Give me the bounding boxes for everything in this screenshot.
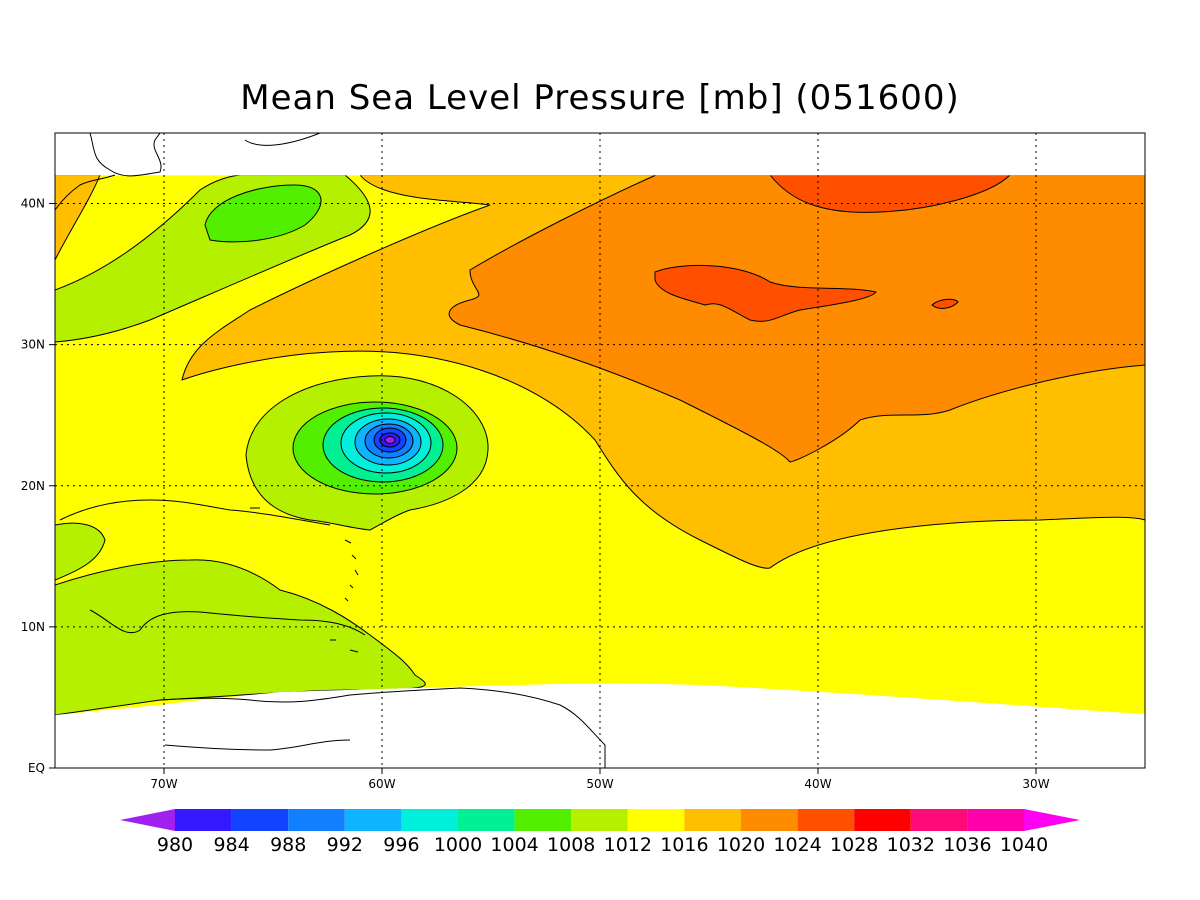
colorbar: 980 984 988 992 996 1000 1004 1008 1012 1016 1020 1… (120, 809, 1080, 856)
colorbar-swatch (458, 809, 515, 831)
lat-tick-label: EQ (28, 761, 45, 775)
field-1004-band-nw (204, 184, 322, 243)
contour-fill-layer (55, 133, 1145, 768)
map-title: Mean Sea Level Pressure [mb] (051600) (240, 78, 960, 118)
colorbar-swatch (571, 809, 628, 831)
islands (250, 507, 359, 653)
lat-tick-label: 10N (21, 620, 45, 634)
colorbar-swatch (231, 809, 289, 831)
coastlines (55, 133, 606, 768)
colorbar-label: 1004 (490, 834, 538, 856)
colorbar-swatch (401, 809, 458, 831)
lon-tick-label: 40W (804, 777, 831, 791)
colorbar-swatch (967, 809, 1024, 831)
lon-tick-label: 60W (368, 777, 395, 791)
colorbar-label: 1000 (434, 834, 482, 856)
colorbar-label: 996 (383, 834, 419, 856)
colorbar-swatch (344, 809, 402, 831)
lat-tick-label: 30N (21, 338, 45, 352)
nodata-region-south (55, 683, 1145, 768)
colorbar-label: 1028 (830, 834, 878, 856)
colorbar-swatch (910, 809, 968, 831)
hurricane-low (245, 375, 489, 531)
lon-tick-label: 50W (586, 777, 613, 791)
colorbar-swatch (288, 809, 345, 831)
colorbar-label: 1008 (547, 834, 595, 856)
colorbar-label: 1032 (887, 834, 935, 856)
field-1020-band (448, 174, 1145, 463)
colorbar-swatch (797, 809, 855, 831)
colorbar-label: 980 (157, 834, 193, 856)
field-1024-band-central (654, 264, 877, 322)
colorbar-label: 1036 (943, 834, 991, 856)
lon-tick-label: 70W (150, 777, 177, 791)
field-1024-band-east (931, 298, 959, 309)
colorbar-label: 1024 (773, 834, 821, 856)
colorbar-arrow-low (120, 809, 175, 831)
field-1024-band-north (768, 174, 1012, 213)
colorbar-swatch (741, 809, 798, 831)
field-1008-band-west (55, 522, 106, 581)
lon-tick-label: 30W (1022, 777, 1049, 791)
colorbar-label: 1012 (604, 834, 652, 856)
colorbar-swatch (627, 809, 685, 831)
grid-lines (55, 133, 1145, 768)
colorbar-swatch (514, 809, 572, 831)
lat-tick-label: 40N (21, 197, 45, 211)
colorbar-label: 1040 (1000, 834, 1048, 856)
colorbar-arrow-high (1024, 809, 1080, 831)
colorbar-label: 988 (270, 834, 306, 856)
colorbar-label: 1020 (717, 834, 765, 856)
colorbar-label: 984 (213, 834, 249, 856)
colorbar-swatch (684, 809, 741, 831)
colorbar-swatch (175, 809, 232, 831)
colorbar-swatch (854, 809, 911, 831)
axis-layer: EQ 10N 20N 30N 40N 70W 60W 50W 40W 30W (21, 197, 1050, 791)
lat-tick-label: 20N (21, 479, 45, 493)
colorbar-label: 992 (327, 834, 363, 856)
colorbar-label: 1016 (660, 834, 708, 856)
